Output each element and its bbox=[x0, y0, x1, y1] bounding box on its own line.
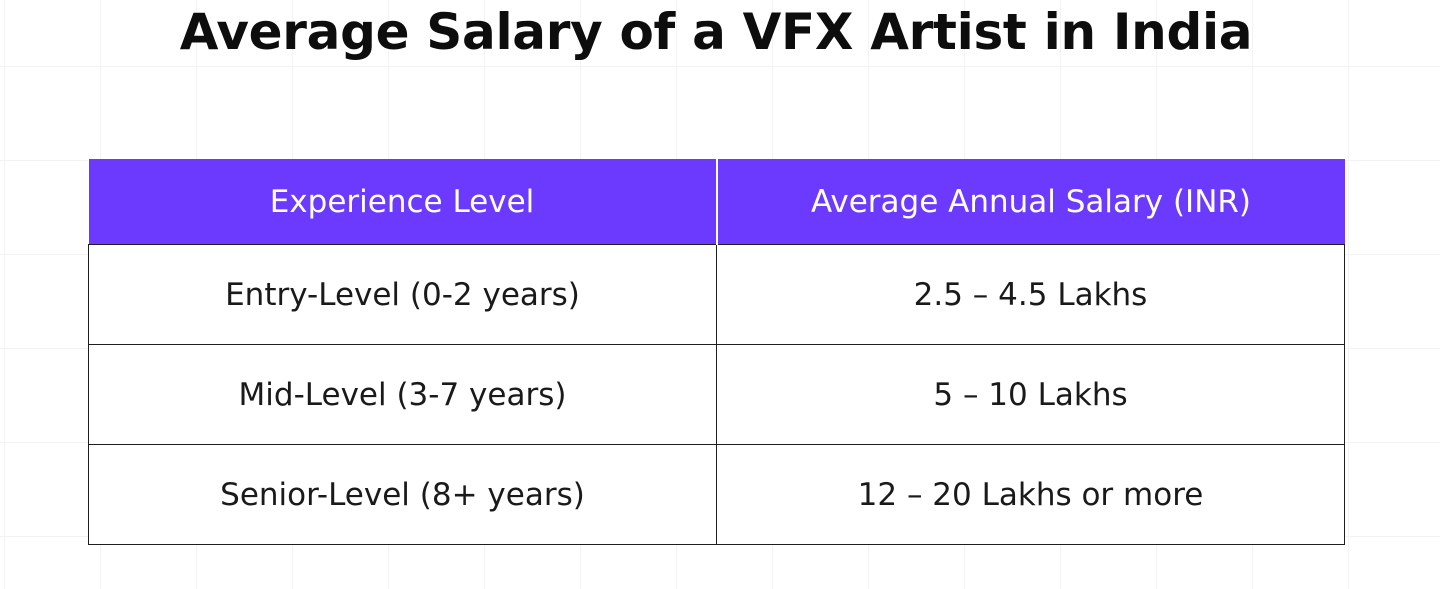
salary-cell: 5 – 10 Lakhs bbox=[716, 344, 1345, 445]
header-experience-level: Experience Level bbox=[88, 159, 718, 245]
experience-cell: Entry-Level (0-2 years) bbox=[88, 244, 717, 345]
salary-cell: 12 – 20 Lakhs or more bbox=[716, 444, 1345, 545]
page-title: Average Salary of a VFX Artist in India bbox=[179, 3, 1253, 61]
table-header-row: Experience Level Average Annual Salary (… bbox=[88, 159, 1345, 245]
table-row: Mid-Level (3-7 years) 5 – 10 Lakhs bbox=[88, 344, 1345, 445]
table-row: Entry-Level (0-2 years) 2.5 – 4.5 Lakhs bbox=[88, 244, 1345, 345]
header-average-annual-salary: Average Annual Salary (INR) bbox=[716, 159, 1345, 245]
experience-cell: Mid-Level (3-7 years) bbox=[88, 344, 717, 445]
salary-cell: 2.5 – 4.5 Lakhs bbox=[716, 244, 1345, 345]
salary-table: Experience Level Average Annual Salary (… bbox=[88, 159, 1345, 545]
table-row: Senior-Level (8+ years) 12 – 20 Lakhs or… bbox=[88, 444, 1345, 545]
experience-cell: Senior-Level (8+ years) bbox=[88, 444, 717, 545]
